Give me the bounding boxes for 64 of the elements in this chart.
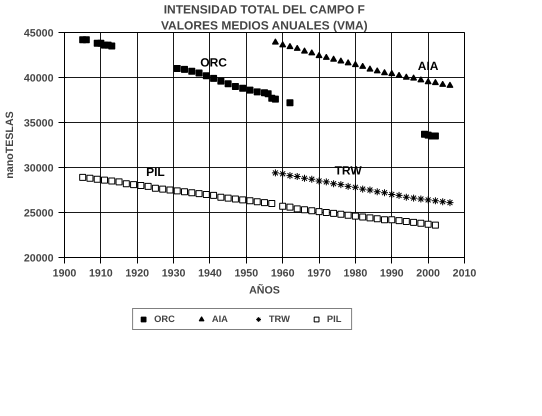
point xyxy=(410,218,418,226)
x-tick-label: 2000 xyxy=(416,268,440,280)
point xyxy=(402,218,410,225)
point xyxy=(359,62,366,69)
x-tick-label: 1960 xyxy=(270,268,295,280)
point xyxy=(174,65,181,72)
x-tick-label: 2010 xyxy=(452,268,476,280)
x-tick-label: 1990 xyxy=(380,268,404,280)
x-tick-label: 1980 xyxy=(344,268,368,280)
legend-label: AIA xyxy=(212,314,229,324)
legend-label: TRW xyxy=(268,314,290,324)
x-tick-label: 1970 xyxy=(307,268,331,280)
point xyxy=(181,66,188,73)
point xyxy=(330,56,338,62)
x-axis-title: AÑOS xyxy=(249,284,280,296)
y-tick-label: 20000 xyxy=(24,252,54,264)
point xyxy=(359,214,366,220)
point xyxy=(272,38,279,45)
point xyxy=(188,68,196,75)
y-axis-title: nanoTESLAS xyxy=(4,111,16,179)
point xyxy=(344,212,352,219)
point xyxy=(316,52,323,58)
x-tick-label: 1920 xyxy=(125,268,150,280)
point xyxy=(366,214,374,222)
point xyxy=(279,41,286,48)
point xyxy=(432,222,439,229)
point xyxy=(374,67,381,74)
y-tick-label: 30000 xyxy=(24,162,54,174)
point xyxy=(417,220,424,227)
point xyxy=(396,217,403,224)
point xyxy=(108,42,116,50)
point xyxy=(396,72,403,78)
annotation: PIL xyxy=(146,165,165,180)
x-tick-label: 1950 xyxy=(234,268,258,280)
y-tick-label: 40000 xyxy=(24,72,54,84)
x-tick-label: 1940 xyxy=(198,268,222,280)
x-tick-label: 1900 xyxy=(52,268,76,280)
x-tick-label: 1910 xyxy=(89,268,113,280)
point xyxy=(381,69,388,76)
legend-label: PIL xyxy=(326,314,342,324)
point xyxy=(301,47,308,54)
point xyxy=(294,44,301,51)
point xyxy=(82,36,90,44)
point xyxy=(374,215,381,222)
legend-label: ORC xyxy=(154,314,175,324)
point xyxy=(388,70,396,76)
point xyxy=(388,216,396,224)
point xyxy=(308,49,316,56)
y-tick-label: 45000 xyxy=(24,28,54,40)
point xyxy=(366,65,374,72)
point xyxy=(352,60,359,68)
y-tick-label: 25000 xyxy=(24,208,54,220)
chart-subtitle: VALORES MEDIOS ANUALES (VMA) xyxy=(160,18,368,32)
x-tick-label: 1930 xyxy=(162,268,186,280)
point xyxy=(337,57,344,64)
y-tick-label: 35000 xyxy=(24,118,54,130)
point xyxy=(344,59,352,66)
point xyxy=(424,220,432,228)
point xyxy=(322,54,330,60)
point xyxy=(352,212,359,220)
point xyxy=(286,42,294,50)
point xyxy=(381,216,388,224)
chart-title: INTENSIDAD TOTAL DEL CAMPO F xyxy=(164,2,365,16)
point xyxy=(196,70,203,76)
